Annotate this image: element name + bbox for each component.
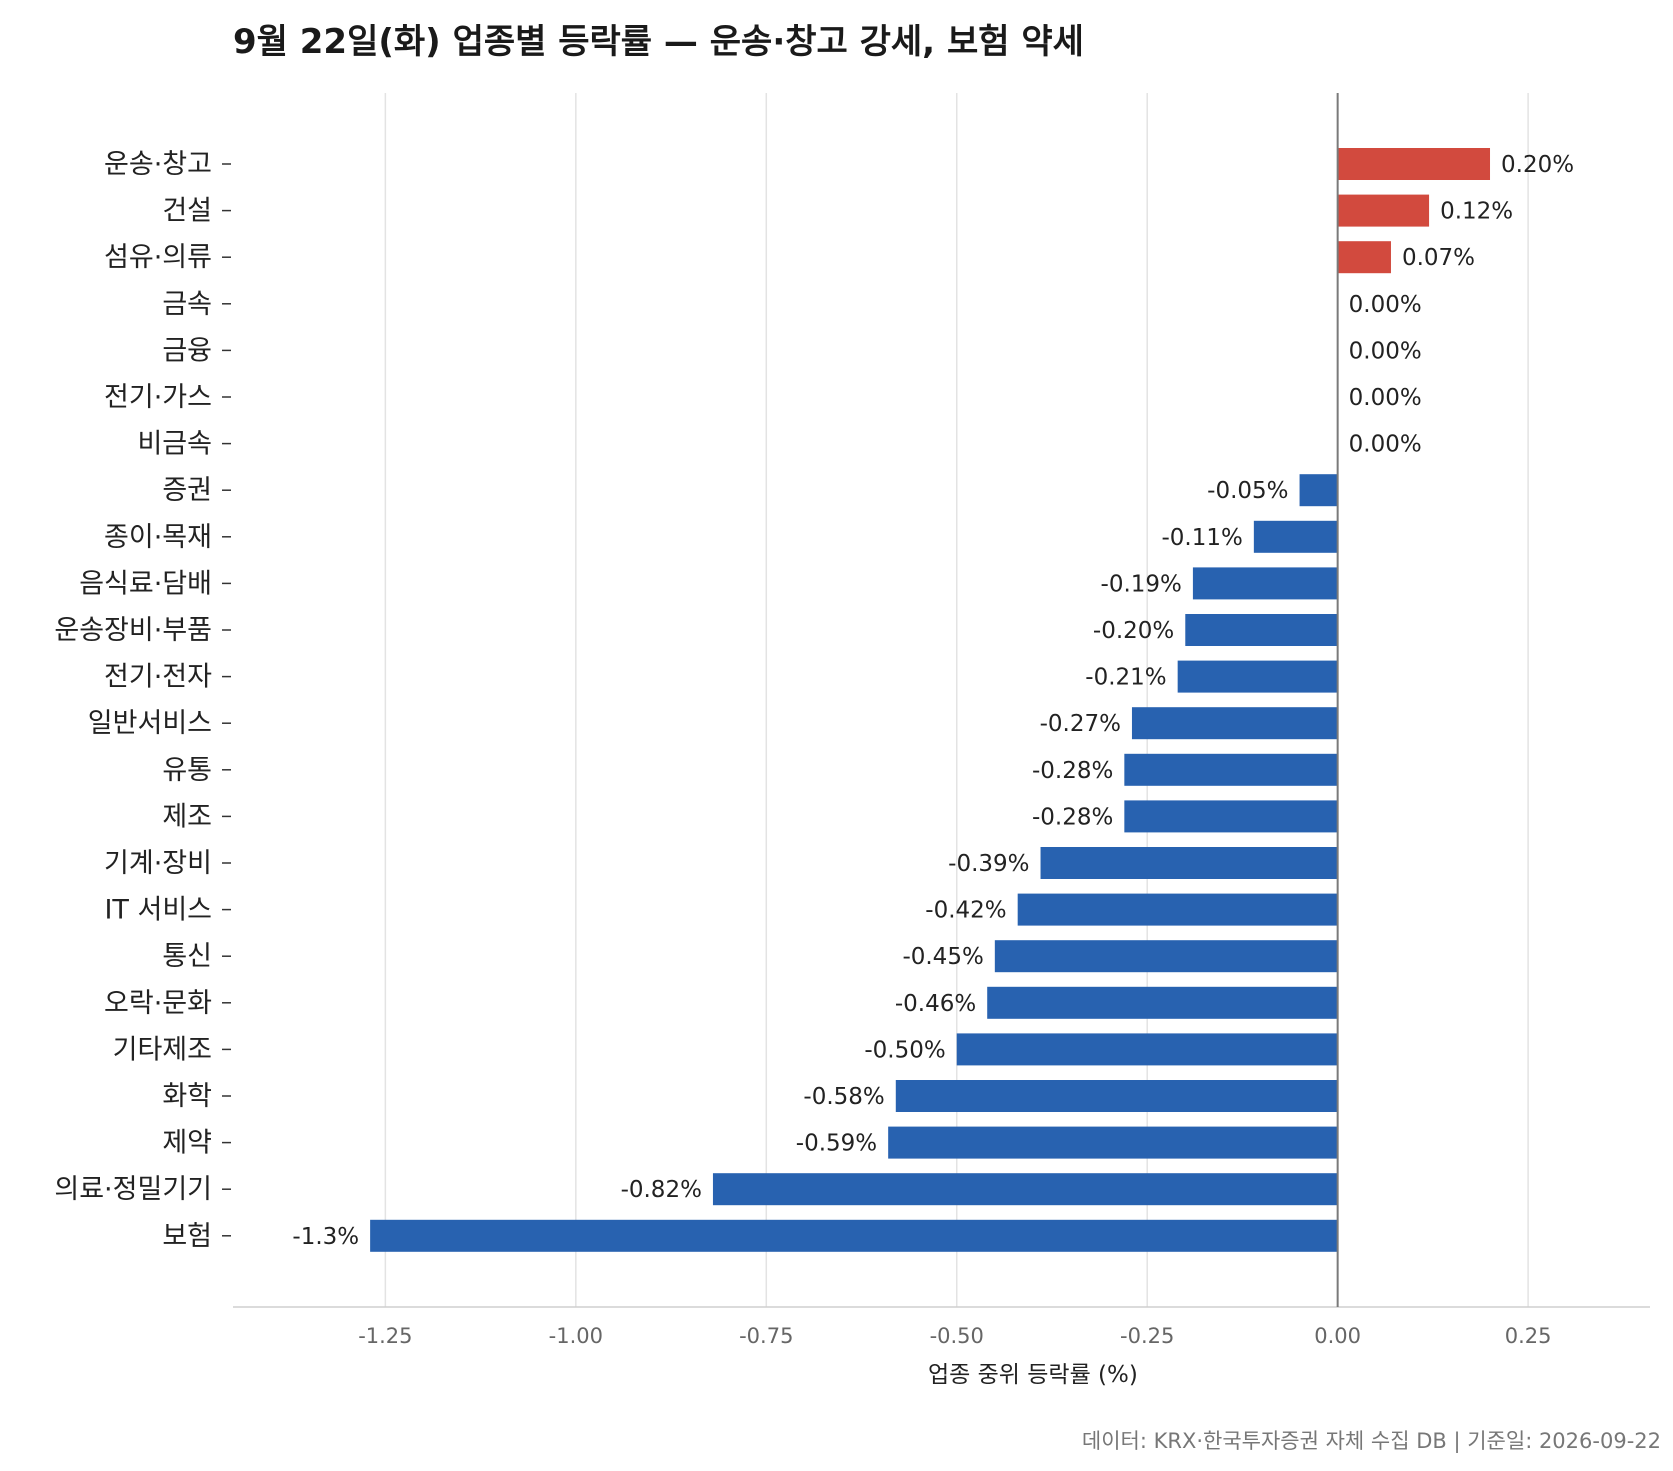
bar xyxy=(994,940,1338,973)
category-label: 음식료·담배 xyxy=(79,568,212,599)
bar xyxy=(1185,614,1338,646)
category-label: 보험 xyxy=(162,1221,212,1252)
category-label: 종이·목재 xyxy=(104,522,212,553)
x-tick-label: -0.25 xyxy=(1120,1324,1174,1348)
bar xyxy=(895,1080,1338,1112)
value-label: -0.50% xyxy=(864,1037,945,1063)
category-label: 전기·전자 xyxy=(104,662,212,693)
bar xyxy=(1337,148,1491,180)
category-label: 유통 xyxy=(162,755,212,786)
value-label: -0.58% xyxy=(803,1084,884,1110)
value-label: -0.19% xyxy=(1101,571,1182,597)
x-tick-label: -1.00 xyxy=(549,1324,603,1348)
value-label: 0.12% xyxy=(1440,199,1513,225)
value-label: 0.20% xyxy=(1501,152,1574,178)
category-label: 운송·창고 xyxy=(104,149,212,180)
value-label: -0.59% xyxy=(796,1131,877,1157)
bar xyxy=(1131,707,1338,740)
value-label: -0.20% xyxy=(1093,618,1174,644)
bar xyxy=(1124,800,1338,833)
x-tick-label: -0.50 xyxy=(930,1324,984,1348)
category-label: 기계·장비 xyxy=(104,848,212,879)
bar xyxy=(956,1033,1338,1066)
value-label: -0.46% xyxy=(895,991,976,1017)
bar xyxy=(1253,520,1338,553)
bar xyxy=(712,1173,1338,1206)
chart-title: 9월 22일(화) 업종별 등락률 — 운송·창고 강세, 보험 약세 xyxy=(233,22,1084,62)
value-label: -0.21% xyxy=(1085,665,1166,691)
x-tick-label: 0.25 xyxy=(1505,1324,1552,1348)
category-label: 기타제조 xyxy=(113,1034,212,1065)
category-label: 의료·정밀기기 xyxy=(54,1174,212,1205)
category-label: 오락·문화 xyxy=(104,988,212,1019)
category-label: 일반서비스 xyxy=(88,708,212,739)
category-label: 증권 xyxy=(162,475,212,506)
x-tick-label: -1.25 xyxy=(358,1324,412,1348)
bar xyxy=(1040,847,1338,879)
footer-source-note: 데이터: KRX·한국투자증권 자체 수집 DB | 기준일: 2026-09-… xyxy=(1081,1429,1661,1453)
bar xyxy=(1299,474,1338,507)
bars xyxy=(370,148,1491,1252)
axes: -1.25 -1.00 -0.75 -0.50 -0.25 0.00 0.25 업종 중위 등… xyxy=(222,93,1650,1388)
value-label: -0.11% xyxy=(1161,525,1242,551)
category-label: 운송장비·부품 xyxy=(54,615,212,646)
value-label: -0.82% xyxy=(621,1177,702,1203)
bar xyxy=(987,986,1338,1019)
category-label: 전기·가스 xyxy=(104,382,212,413)
value-label: 0.00% xyxy=(1349,385,1422,411)
category-label: 제조 xyxy=(162,801,212,832)
category-label: 비금속 xyxy=(137,429,212,460)
value-label: -0.28% xyxy=(1032,758,1113,784)
bar xyxy=(888,1126,1338,1159)
bar xyxy=(1192,567,1338,600)
labels: 운송·창고 0.20% 건설 0.12% 섬유·의류 0.07% 금속 0.00% 금융 0.00… xyxy=(54,149,1574,1252)
value-label: -0.39% xyxy=(948,851,1029,877)
value-label: -0.42% xyxy=(925,898,1006,924)
value-label: -0.05% xyxy=(1207,478,1288,504)
category-label: 화학 xyxy=(162,1081,212,1112)
x-tick-label: 0.00 xyxy=(1314,1324,1361,1348)
category-label: 금융 xyxy=(162,335,212,366)
value-label: -0.28% xyxy=(1032,804,1113,830)
bar xyxy=(1337,194,1430,227)
bar xyxy=(1124,753,1338,786)
value-label: 0.00% xyxy=(1349,338,1422,364)
category-label: IT 서비스 xyxy=(104,895,212,926)
category-label: 제약 xyxy=(162,1128,212,1159)
value-label: -0.27% xyxy=(1040,711,1121,737)
bar xyxy=(1017,893,1338,926)
value-label: 0.00% xyxy=(1349,432,1422,458)
value-label: 0.07% xyxy=(1402,245,1475,271)
category-label: 통신 xyxy=(162,941,212,972)
bar xyxy=(1177,660,1338,693)
category-label: 금속 xyxy=(162,289,212,320)
bar xyxy=(370,1219,1338,1252)
x-tick-label: -0.75 xyxy=(739,1324,793,1348)
grid-lines xyxy=(384,93,1529,1307)
x-axis-title: 업종 중위 등락률 (%) xyxy=(928,1362,1138,1388)
category-label: 건설 xyxy=(162,196,212,227)
value-label: -0.45% xyxy=(902,944,983,970)
bar xyxy=(1337,241,1391,274)
category-label: 섬유·의류 xyxy=(104,242,212,273)
value-label: 0.00% xyxy=(1349,292,1422,318)
value-label: -1.3% xyxy=(292,1224,359,1250)
